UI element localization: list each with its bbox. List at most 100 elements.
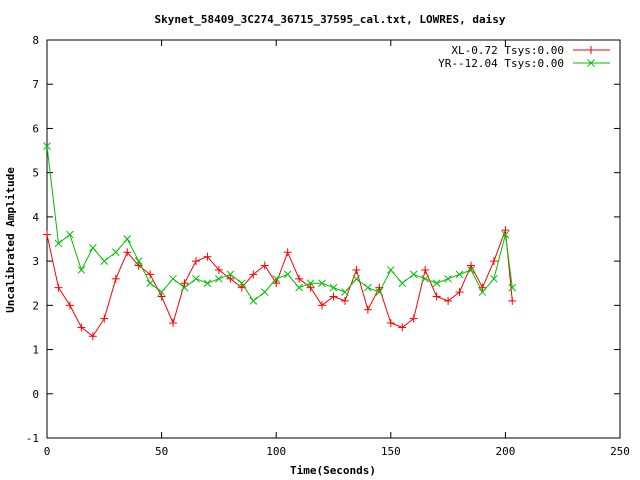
data-point — [341, 288, 349, 296]
chart-title: Skynet_58409_3C274_36715_37595_cal.txt, … — [155, 13, 506, 26]
data-point — [398, 323, 407, 332]
data-point — [295, 274, 304, 283]
data-point — [146, 270, 155, 279]
x-tick-label: 150 — [381, 445, 401, 458]
data-point — [467, 261, 476, 270]
data-point — [272, 279, 281, 288]
data-point — [421, 265, 430, 274]
data-point — [467, 266, 475, 274]
data-point — [214, 265, 223, 274]
data-point — [489, 257, 498, 266]
data-point — [272, 274, 281, 283]
data-point — [508, 283, 517, 292]
plot-frame — [46, 39, 621, 439]
data-point — [123, 235, 132, 243]
data-point — [283, 248, 292, 257]
data-point — [444, 274, 452, 283]
data-point — [237, 279, 246, 288]
data-point — [134, 257, 143, 265]
y-tick-label: 4 — [32, 211, 39, 224]
data-point — [386, 266, 395, 274]
data-point — [226, 274, 235, 283]
data-point — [111, 274, 120, 283]
data-point — [398, 279, 407, 288]
legend-marker — [587, 46, 595, 54]
data-point — [191, 257, 200, 266]
data-point — [249, 270, 258, 279]
x-tick-label: 250 — [610, 445, 630, 458]
data-point — [318, 301, 327, 310]
data-point — [283, 270, 292, 279]
y-tick-label: 1 — [32, 344, 39, 357]
series-layer — [43, 142, 517, 341]
data-point — [329, 292, 338, 301]
data-point — [421, 274, 430, 283]
legend-marker — [587, 59, 595, 67]
y-tick-label: -1 — [26, 432, 39, 445]
data-point — [203, 252, 212, 261]
data-point — [43, 142, 51, 150]
data-point — [169, 319, 178, 328]
data-point — [169, 274, 177, 283]
data-point — [66, 230, 74, 239]
data-point — [100, 257, 109, 265]
data-point — [54, 283, 63, 292]
x-tick-label: 100 — [266, 445, 286, 458]
data-point — [260, 288, 269, 296]
x-axis-label: Time(Seconds) — [290, 464, 376, 477]
x-axis: 0 50 100 150 200 250 — [44, 40, 630, 458]
data-point — [77, 323, 86, 332]
series-1-line — [46, 230, 513, 338]
data-point — [508, 296, 517, 305]
series-2 — [43, 142, 517, 305]
data-point — [88, 243, 97, 252]
data-point — [352, 274, 361, 283]
y-tick-label: 7 — [32, 78, 39, 91]
data-point — [249, 297, 258, 305]
data-point — [501, 230, 510, 239]
data-point — [318, 279, 326, 288]
legend-label: XL-0.72 Tsys:0.00 — [451, 44, 564, 57]
y-tick-label: 0 — [32, 388, 39, 401]
x-tick-label: 200 — [495, 445, 515, 458]
data-point — [100, 314, 109, 323]
y-tick-label: 2 — [32, 299, 39, 312]
data-point — [180, 279, 189, 288]
legend-label: YR--12.04 Tsys:0.00 — [438, 57, 564, 70]
data-point — [363, 305, 372, 314]
series-1 — [43, 226, 517, 341]
data-point — [123, 248, 132, 257]
y-tick-label: 3 — [32, 255, 39, 268]
data-point — [295, 283, 303, 292]
data-point — [157, 288, 166, 296]
data-point — [180, 283, 189, 292]
x-tick-label: 0 — [44, 445, 51, 458]
data-point — [375, 288, 384, 296]
data-point — [490, 274, 498, 283]
data-point — [306, 279, 315, 288]
data-point — [455, 270, 464, 279]
data-point — [88, 332, 97, 341]
data-point — [409, 314, 418, 323]
data-point — [226, 270, 235, 279]
data-point — [111, 248, 120, 257]
data-point — [409, 270, 418, 279]
data-point — [65, 301, 74, 310]
data-point — [340, 296, 349, 305]
data-point — [329, 283, 338, 292]
y-axis: -1 0 1 2 3 4 5 6 7 8 — [26, 34, 620, 445]
data-point — [478, 288, 487, 296]
data-point — [157, 292, 166, 301]
data-point — [444, 296, 453, 305]
data-point — [77, 266, 86, 274]
y-tick-label: 5 — [32, 167, 39, 180]
y-tick-label: 6 — [32, 122, 39, 135]
data-point — [43, 230, 51, 239]
data-point — [455, 288, 464, 297]
data-point — [386, 319, 395, 328]
data-point — [432, 279, 441, 288]
data-point — [203, 279, 212, 288]
y-tick-label: 8 — [32, 34, 39, 47]
